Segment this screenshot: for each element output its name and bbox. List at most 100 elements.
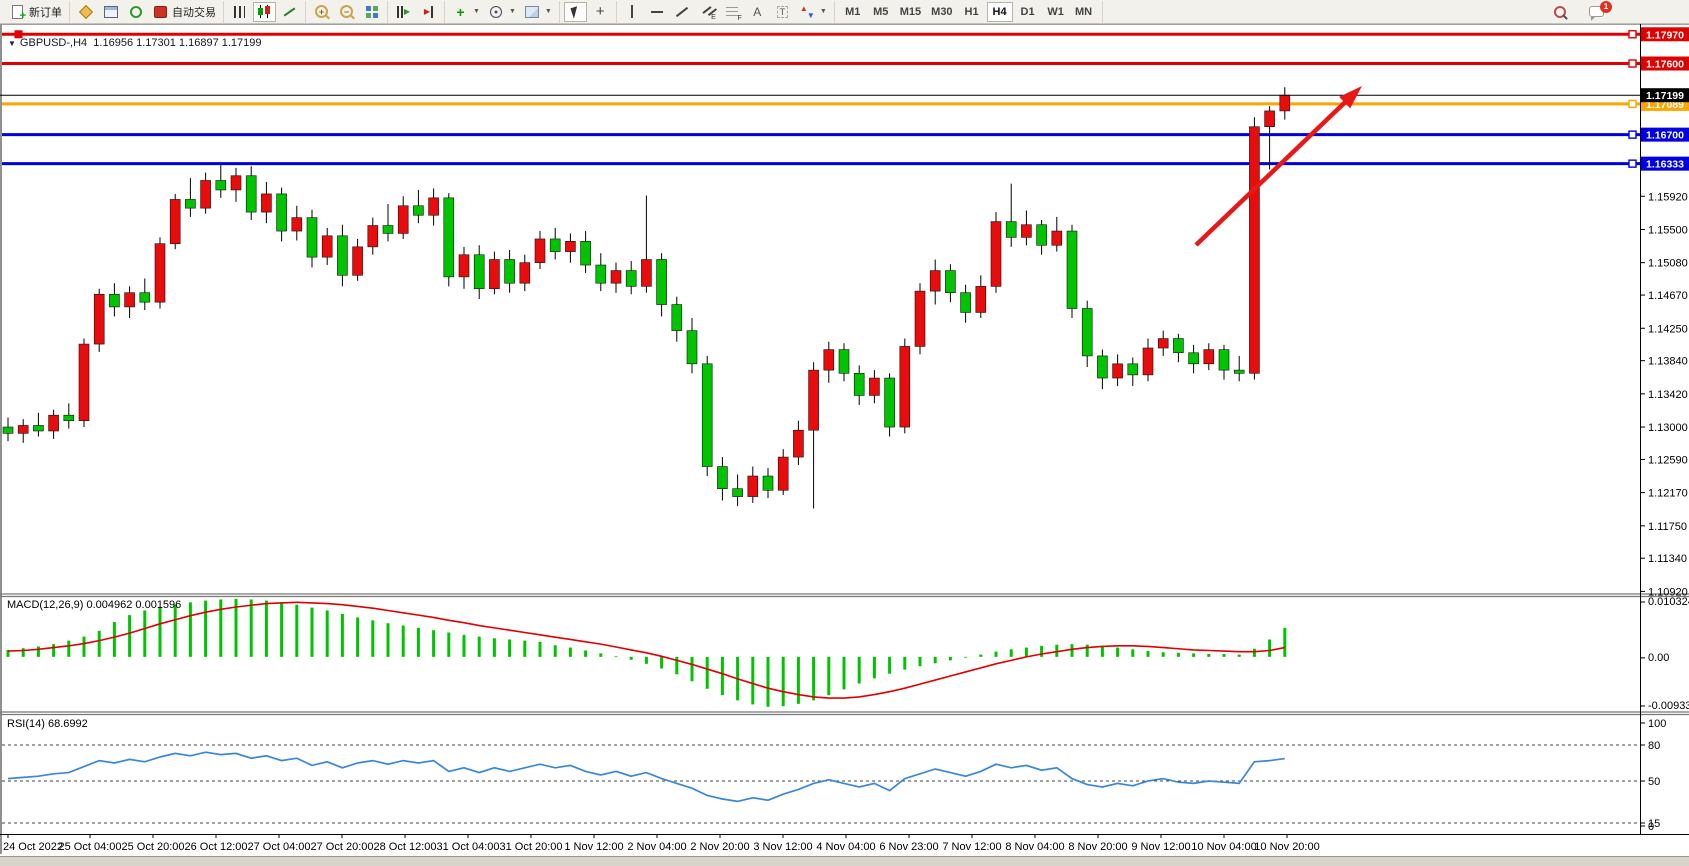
chat-bubble-icon	[1588, 4, 1605, 21]
candle-up	[793, 429, 804, 458]
arrows-button[interactable]: ▼	[796, 2, 830, 22]
tile-windows-button[interactable]	[360, 2, 383, 22]
auto-scroll-button[interactable]	[392, 2, 415, 22]
timeframe-button-H4[interactable]: H4	[986, 1, 1013, 22]
new-order-button[interactable]: 新订单	[6, 2, 65, 22]
indicators-button[interactable]: ▼	[449, 2, 483, 22]
candle-up	[1051, 230, 1063, 246]
text-label-icon	[774, 4, 791, 20]
candle-down	[337, 235, 348, 276]
macd-histogram-bar	[523, 640, 527, 657]
notifications-button[interactable]: 1	[1585, 0, 1612, 22]
candle-up	[200, 180, 211, 209]
timeframe-button-H1[interactable]: H1	[959, 2, 985, 22]
timeframe-button-MN[interactable]: MN	[1071, 2, 1097, 22]
chart-shift-button[interactable]	[417, 2, 440, 22]
candle-down	[1005, 221, 1017, 238]
timeframe-button-M1[interactable]: M1	[840, 2, 866, 22]
data-window-button[interactable]	[99, 2, 122, 22]
macd-histogram-bar	[447, 632, 451, 657]
macd-histogram-bar	[340, 613, 344, 657]
timeframe-button-M30[interactable]: M30	[927, 2, 956, 22]
candle-up	[899, 346, 911, 428]
level-line-1.16700[interactable]	[2, 130, 1640, 139]
templates-dropdown-icon[interactable]: ▼	[544, 8, 552, 15]
svg-text:1.15080: 1.15080	[1648, 258, 1688, 270]
candle-up	[78, 343, 90, 422]
level-handle[interactable]	[1628, 59, 1637, 68]
level-handle[interactable]	[14, 30, 23, 39]
search-button[interactable]	[1548, 2, 1571, 22]
horizontal-line-button[interactable]	[646, 2, 669, 22]
trend-arrow[interactable]	[1194, 86, 1362, 247]
rsi-axis-tick: 15	[1648, 818, 1660, 830]
candlestick-chart-button[interactable]	[253, 1, 276, 22]
level-handle[interactable]	[1628, 159, 1637, 168]
level-handle[interactable]	[1628, 99, 1637, 109]
macd-histogram-bar	[371, 620, 375, 657]
line-chart-button[interactable]	[278, 2, 301, 22]
candle-down	[1188, 352, 1199, 365]
macd-histogram-bar	[1161, 652, 1165, 657]
candle-up	[352, 246, 363, 276]
level-line-1.17970[interactable]	[2, 30, 1640, 39]
cursor-button[interactable]	[563, 1, 587, 22]
crosshair-button[interactable]	[589, 2, 612, 22]
macd-histogram-bar	[1252, 648, 1256, 657]
level-lines-layer[interactable]	[2, 30, 1640, 168]
text-label-button[interactable]	[771, 2, 794, 22]
indicators-dropdown-icon[interactable]: ▼	[473, 8, 480, 15]
zoom-out-button[interactable]	[335, 2, 358, 22]
level-line-1.17600[interactable]	[2, 59, 1640, 68]
auto-trading-button[interactable]: 自动交易	[149, 2, 219, 22]
macd-histogram-bar	[812, 656, 816, 701]
chart-ohlc-values: 1.16956 1.17301 1.16897 1.17199	[93, 37, 262, 49]
periods-dropdown-icon[interactable]: ▼	[508, 8, 516, 15]
vertical-line-button[interactable]	[621, 2, 644, 22]
candle-down	[306, 217, 318, 258]
rsi-axis-tick: 80	[1648, 740, 1660, 752]
arrows-dropdown-icon[interactable]: ▼	[819, 8, 827, 15]
search-icon	[1551, 4, 1568, 20]
macd-histogram-bar	[614, 656, 618, 658]
candle-up	[641, 259, 652, 287]
candle-up	[990, 221, 1002, 287]
macd-histogram-bar	[401, 625, 405, 657]
timeframe-button-M5[interactable]: M5	[868, 2, 894, 22]
time-axis-label: 26 Oct 12:00	[185, 841, 248, 853]
equidistant-channel-button[interactable]	[696, 2, 719, 22]
candle-down	[1127, 363, 1139, 376]
strategy-signal-button[interactable]	[124, 2, 147, 22]
timeframe-button-W1[interactable]: W1	[1043, 2, 1069, 22]
svg-text:1.11340: 1.11340	[1648, 553, 1687, 565]
market-watch-button[interactable]	[74, 2, 97, 22]
periods-icon	[488, 4, 505, 20]
time-axis-label: 8 Nov 20:00	[1068, 841, 1127, 853]
candle-up	[367, 225, 379, 248]
level-handle[interactable]	[1628, 130, 1637, 139]
timeframe-button-D1[interactable]: D1	[1015, 2, 1041, 22]
periods-button[interactable]: ▼	[485, 2, 519, 22]
fibonacci-button[interactable]	[721, 2, 744, 22]
chart-canvas[interactable]: 1.15920 1.15500 1.15080 1.14670 1.14250 1.138…	[0, 24, 1689, 866]
zoom-in-button[interactable]	[310, 2, 333, 22]
macd-histogram-bar	[796, 656, 800, 704]
rsi-label: RSI(14) 68.6992	[7, 718, 88, 730]
candle-up	[534, 238, 546, 263]
auto-trading-label: 自动交易	[172, 6, 216, 19]
trendline-button[interactable]	[671, 2, 694, 22]
templates-button[interactable]: ▼	[521, 2, 555, 22]
candle-up	[1112, 363, 1123, 379]
macd-histogram-bar	[204, 600, 208, 657]
text-button[interactable]	[746, 2, 769, 22]
level-handle[interactable]	[1628, 30, 1637, 39]
timeframe-button-M15[interactable]: M15	[896, 2, 925, 22]
level-line-1.16333[interactable]	[2, 159, 1640, 168]
symbol-dropdown-icon[interactable]: ▼	[8, 39, 16, 48]
chart-shift-icon	[420, 4, 437, 20]
bar-chart-button[interactable]	[228, 2, 251, 22]
candle-up	[777, 456, 789, 491]
candle-down	[185, 199, 196, 209]
level-line-1.17089[interactable]	[2, 99, 1640, 109]
time-axis-label: 28 Oct 12:00	[374, 841, 437, 853]
